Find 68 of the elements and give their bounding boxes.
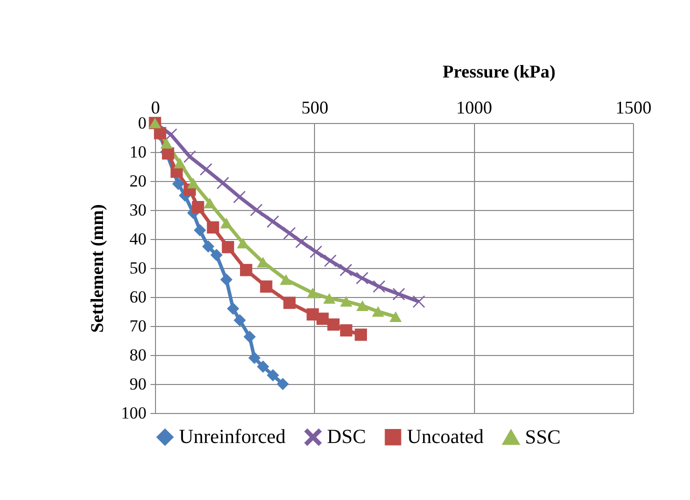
y-tick-label: 50	[130, 258, 146, 278]
point	[266, 369, 280, 382]
point	[184, 150, 196, 163]
point	[256, 360, 270, 373]
point	[192, 200, 204, 214]
point	[204, 198, 216, 208]
point	[210, 248, 223, 262]
point	[356, 300, 369, 312]
point	[160, 138, 173, 149]
y-tick-label: 70	[130, 316, 146, 336]
point	[200, 163, 212, 176]
x-tick-label: 0	[151, 98, 160, 118]
point	[283, 296, 296, 309]
y-tick-label: 100	[121, 404, 146, 422]
point	[234, 314, 246, 326]
point	[316, 312, 329, 325]
y-tick-label: 40	[130, 230, 146, 248]
point	[283, 227, 296, 240]
point	[260, 280, 272, 293]
point	[220, 218, 233, 228]
point	[276, 378, 289, 390]
point	[306, 288, 319, 298]
point	[389, 311, 402, 322]
point	[280, 274, 292, 285]
legend-label: Unreinforced	[179, 426, 286, 448]
y-tick-label: 0	[138, 114, 146, 132]
point	[340, 324, 352, 336]
y-tick-label: 10	[130, 142, 146, 162]
point	[216, 176, 229, 190]
point	[412, 296, 425, 308]
point	[202, 240, 214, 253]
point	[327, 318, 340, 331]
legend-label: SSC	[525, 426, 561, 449]
point	[340, 264, 352, 276]
x-tick-label: 1000	[456, 98, 492, 118]
y-tick-label: 60	[130, 288, 146, 306]
point	[194, 224, 206, 236]
point	[356, 272, 368, 284]
y-tick-label: 90	[130, 374, 146, 394]
legend-label: DSC	[327, 426, 366, 448]
point	[266, 215, 280, 228]
point	[392, 288, 405, 300]
point	[323, 293, 336, 304]
point	[354, 328, 367, 341]
y-axis-title: Settlement (mm)	[87, 204, 107, 333]
x-tick-label: 500	[301, 98, 328, 118]
y-tick-label: 80	[130, 346, 146, 364]
legend-label: Uncoated	[407, 426, 484, 448]
y-tick-label: 20	[130, 172, 146, 190]
point	[250, 204, 262, 216]
point	[220, 273, 233, 286]
point	[372, 306, 384, 317]
point	[244, 330, 256, 343]
x-axis-title: Pressure (kPa)	[442, 62, 556, 82]
point	[222, 240, 234, 254]
point	[172, 178, 184, 190]
point	[340, 296, 352, 307]
y-tick-label: 30	[130, 200, 146, 220]
point	[310, 246, 322, 258]
point	[174, 158, 186, 168]
point	[233, 190, 246, 204]
point	[206, 221, 220, 234]
point	[187, 178, 200, 188]
point	[295, 236, 308, 248]
point	[226, 302, 240, 315]
x-tick-label: 1500	[616, 98, 652, 118]
point	[248, 352, 261, 364]
point	[240, 264, 252, 276]
